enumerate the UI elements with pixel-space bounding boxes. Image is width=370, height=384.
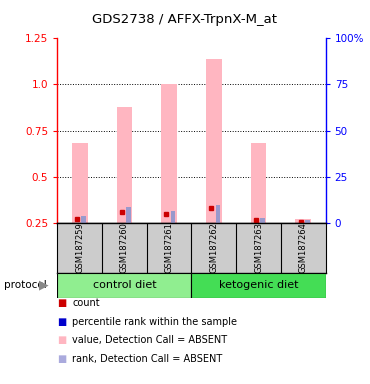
Bar	[81, 216, 86, 223]
Bar	[57, 273, 192, 298]
Text: ▶: ▶	[39, 279, 48, 291]
Text: value, Detection Call = ABSENT: value, Detection Call = ABSENT	[72, 335, 227, 345]
Bar	[192, 273, 326, 298]
Text: rank, Detection Call = ABSENT: rank, Detection Call = ABSENT	[72, 354, 222, 364]
Text: ketogenic diet: ketogenic diet	[219, 280, 298, 290]
Bar	[305, 220, 309, 223]
Bar	[260, 218, 265, 223]
Text: ■: ■	[57, 354, 67, 364]
Text: GDS2738 / AFFX-TrpnX-M_at: GDS2738 / AFFX-TrpnX-M_at	[92, 13, 278, 26]
Text: GSM187261: GSM187261	[165, 222, 174, 273]
Text: GSM187262: GSM187262	[209, 222, 218, 273]
Text: GSM187260: GSM187260	[120, 222, 129, 273]
Bar	[72, 144, 88, 223]
Text: GSM187263: GSM187263	[254, 222, 263, 273]
Text: ■: ■	[57, 298, 67, 308]
Text: ■: ■	[57, 335, 67, 345]
Bar	[171, 211, 175, 223]
Bar	[126, 207, 131, 223]
Bar	[295, 219, 311, 223]
Bar	[251, 144, 266, 223]
Bar	[206, 59, 222, 223]
Text: ■: ■	[57, 317, 67, 327]
Text: GSM187259: GSM187259	[75, 222, 84, 273]
Text: control diet: control diet	[92, 280, 156, 290]
Bar	[117, 107, 132, 223]
Text: count: count	[72, 298, 100, 308]
Text: protocol: protocol	[4, 280, 47, 290]
Text: GSM187264: GSM187264	[299, 222, 308, 273]
Text: percentile rank within the sample: percentile rank within the sample	[72, 317, 237, 327]
Bar	[216, 205, 220, 223]
Bar	[161, 84, 177, 223]
